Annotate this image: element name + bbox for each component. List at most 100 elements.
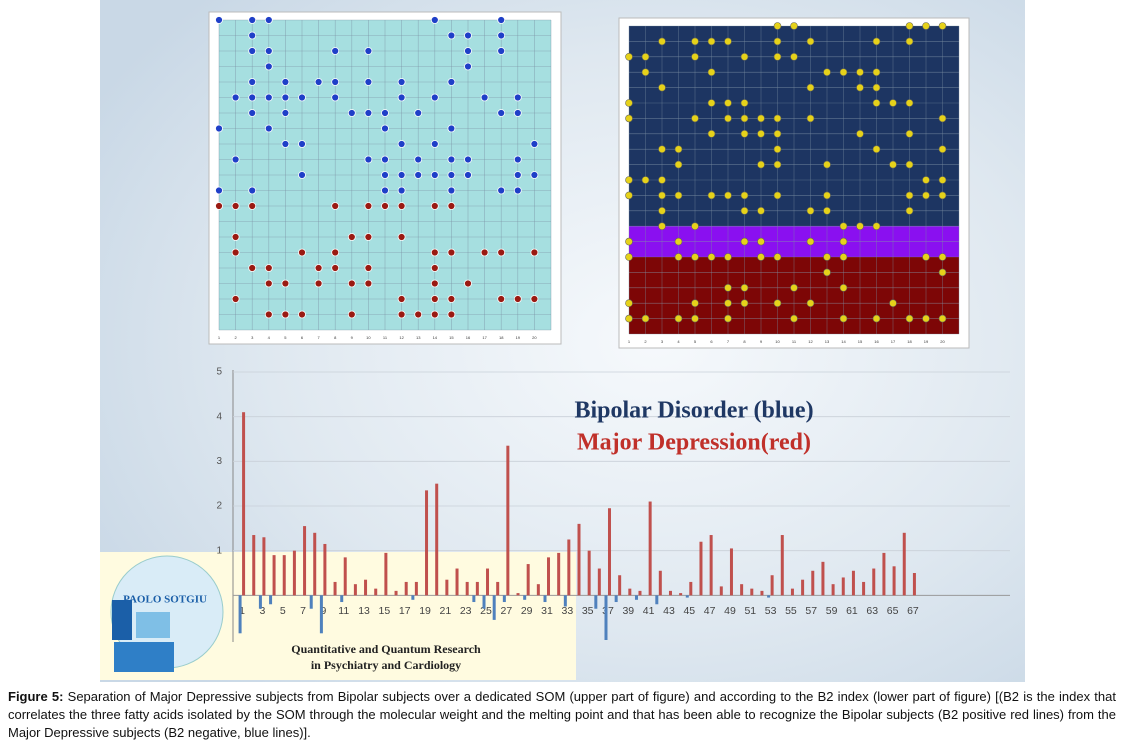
x-tick-label: 27 bbox=[501, 605, 513, 617]
bar bbox=[801, 579, 805, 596]
som-marker bbox=[264, 47, 273, 55]
logo-name: PAOLO SOTGIU bbox=[123, 594, 207, 606]
som-marker bbox=[658, 83, 666, 92]
som-marker bbox=[691, 222, 699, 230]
som-tick-label: 13 bbox=[416, 335, 421, 340]
som-marker bbox=[480, 248, 489, 257]
bar bbox=[435, 483, 439, 596]
som-marker bbox=[938, 253, 947, 261]
som-marker bbox=[347, 310, 356, 319]
som-marker bbox=[773, 299, 782, 308]
x-tick-label: 57 bbox=[805, 605, 817, 617]
som-marker bbox=[839, 222, 848, 230]
som-marker bbox=[248, 16, 257, 24]
som-tick-label: 16 bbox=[466, 335, 471, 340]
som-tick-label: 12 bbox=[399, 335, 404, 340]
som-tick-label: 9 bbox=[760, 339, 763, 344]
som-marker bbox=[707, 68, 716, 76]
logo-block bbox=[114, 642, 174, 672]
bar bbox=[658, 570, 662, 596]
som-marker bbox=[464, 155, 472, 164]
som-marker bbox=[231, 295, 240, 303]
bar bbox=[892, 566, 896, 596]
som-tick-label: 19 bbox=[516, 335, 521, 340]
som-tick-label: 3 bbox=[251, 335, 254, 340]
som-marker bbox=[724, 314, 732, 323]
som-marker bbox=[264, 124, 273, 133]
bar bbox=[353, 584, 357, 596]
som-marker bbox=[905, 37, 914, 46]
som-marker bbox=[447, 295, 456, 303]
som-marker bbox=[839, 237, 848, 246]
som-marker bbox=[397, 233, 406, 241]
bar bbox=[577, 523, 581, 596]
som-marker bbox=[248, 264, 257, 272]
som-marker bbox=[823, 68, 831, 76]
som-marker bbox=[464, 171, 472, 179]
x-tick-label: 55 bbox=[785, 605, 797, 617]
som-marker bbox=[447, 248, 456, 257]
som-marker bbox=[658, 222, 666, 230]
som-marker bbox=[839, 253, 848, 261]
som-marker bbox=[281, 279, 290, 288]
bar bbox=[333, 581, 337, 596]
som-marker bbox=[773, 114, 782, 123]
bar bbox=[252, 535, 256, 596]
som-marker bbox=[922, 314, 930, 323]
som-marker bbox=[530, 171, 539, 179]
x-tick-label: 53 bbox=[765, 605, 777, 617]
som-marker bbox=[773, 52, 782, 61]
som-marker bbox=[314, 264, 323, 272]
bar bbox=[303, 526, 307, 596]
x-tick-label: 29 bbox=[521, 605, 533, 617]
bar bbox=[862, 581, 866, 596]
bar bbox=[821, 561, 825, 596]
som-marker bbox=[414, 171, 423, 179]
som-marker bbox=[497, 47, 506, 55]
x-tick-label: 7 bbox=[300, 605, 306, 617]
som-marker bbox=[674, 160, 683, 169]
som-tick-label: 7 bbox=[317, 335, 320, 340]
som-marker bbox=[806, 237, 815, 246]
som-marker bbox=[724, 253, 732, 261]
som-marker bbox=[674, 145, 683, 153]
som-marker bbox=[773, 130, 782, 138]
som-marker bbox=[248, 47, 257, 55]
x-tick-label: 9 bbox=[320, 605, 326, 617]
x-tick-label: 11 bbox=[338, 605, 349, 617]
som-marker bbox=[447, 78, 456, 86]
bar bbox=[455, 568, 459, 596]
som-marker bbox=[856, 222, 864, 230]
som-tick-label: 1 bbox=[628, 339, 631, 344]
som-marker bbox=[938, 191, 947, 200]
som-marker bbox=[397, 295, 406, 303]
caption-text: Separation of Major Depressive subjects … bbox=[8, 689, 1116, 740]
som-marker bbox=[248, 202, 257, 210]
x-tick-label: 61 bbox=[846, 605, 858, 617]
som-marker bbox=[625, 314, 633, 323]
som-marker bbox=[397, 202, 406, 210]
bar bbox=[648, 501, 652, 596]
som-marker bbox=[381, 202, 389, 210]
som-marker bbox=[364, 155, 373, 164]
som-marker bbox=[314, 78, 323, 86]
som-marker bbox=[905, 130, 914, 138]
x-tick-label: 13 bbox=[358, 605, 370, 617]
som-marker bbox=[231, 93, 240, 102]
bar bbox=[740, 584, 744, 596]
bar bbox=[394, 590, 398, 596]
som-marker bbox=[430, 279, 439, 288]
som-marker bbox=[381, 155, 389, 164]
x-tick-label: 41 bbox=[643, 605, 655, 617]
som-marker bbox=[724, 114, 732, 123]
som-marker bbox=[248, 186, 257, 195]
som-marker bbox=[740, 130, 749, 138]
bar bbox=[543, 595, 547, 603]
bar bbox=[719, 586, 723, 596]
som-marker bbox=[331, 47, 340, 55]
x-tick-label: 37 bbox=[602, 605, 614, 617]
som-marker bbox=[281, 78, 290, 86]
som-blue-red: 1 2 3 4 5 6 7 8 9 10 11 12 13 14 15 16 17 18 19 20 bbox=[208, 11, 562, 345]
som-marker bbox=[839, 68, 848, 76]
bar bbox=[689, 581, 693, 596]
